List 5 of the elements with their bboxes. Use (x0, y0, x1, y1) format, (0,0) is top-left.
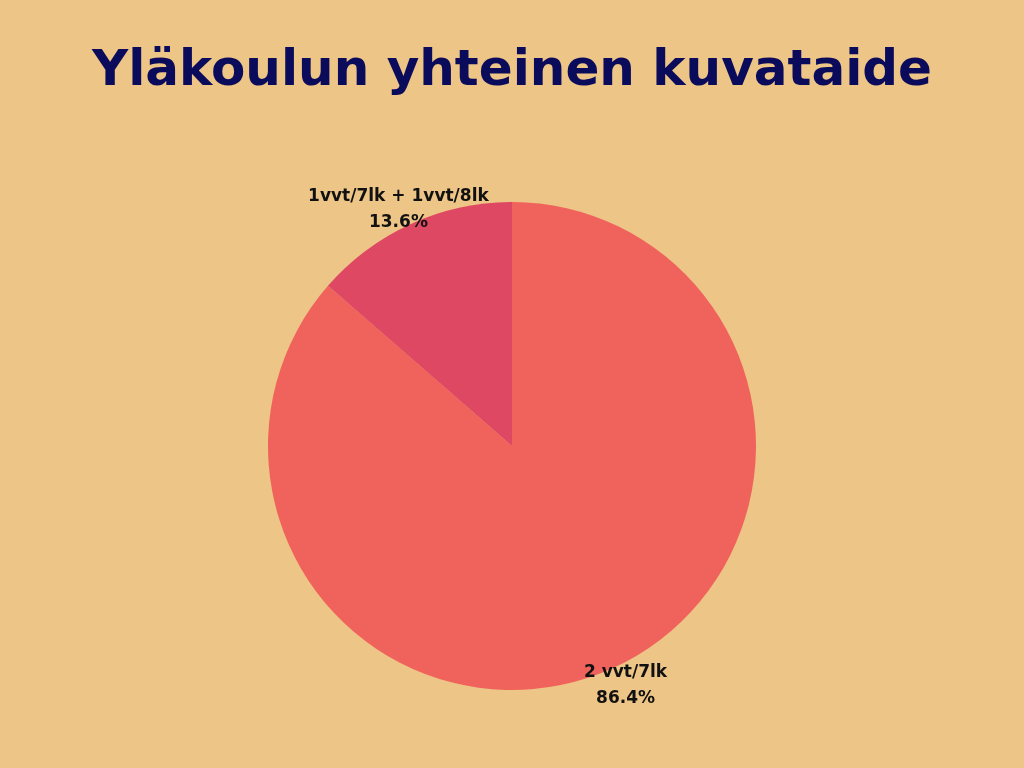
data-label: 86.4% (596, 687, 656, 708)
chart-title: Yläkoulun yhteinen kuvataide (91, 39, 932, 97)
slice-label: 2 vvt/7lk (583, 661, 668, 682)
slice-label: 1vvt/7lk + 1vvt/8lk (308, 184, 490, 205)
data-label: 13.6% (368, 210, 428, 231)
